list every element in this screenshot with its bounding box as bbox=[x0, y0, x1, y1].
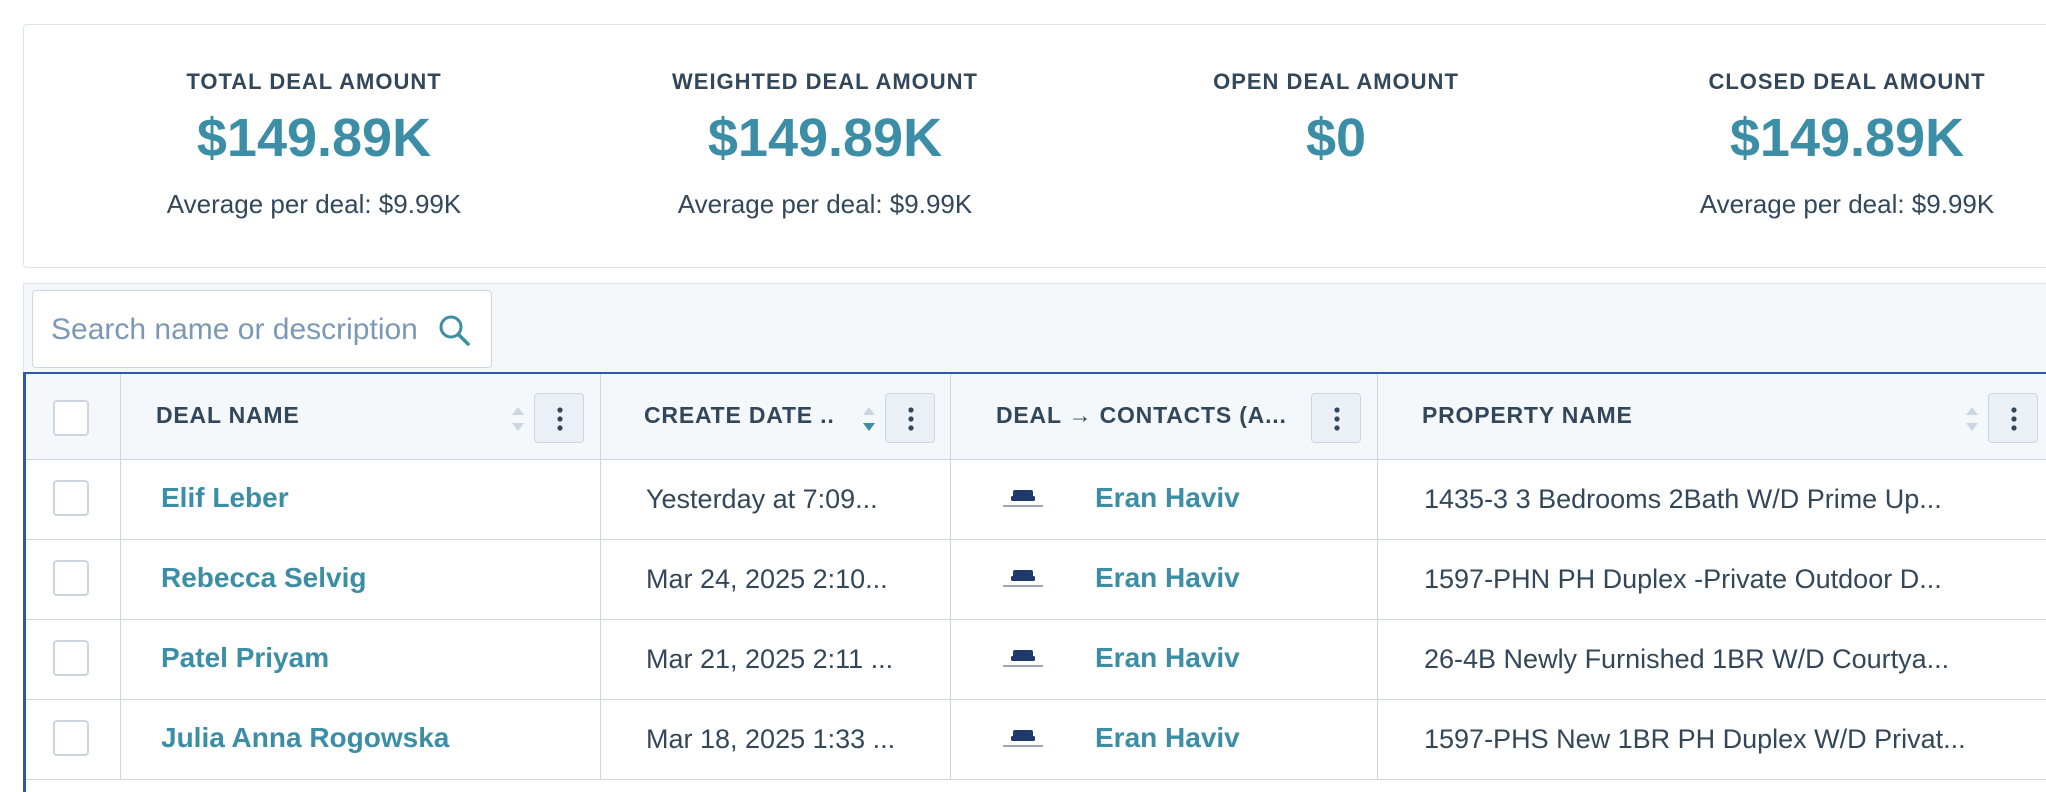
table-row[interactable]: Julia Anna Rogowska Mar 18, 2025 1:33 ..… bbox=[26, 700, 2046, 780]
header-property-name[interactable]: PROPERTY NAME bbox=[1378, 374, 2046, 459]
company-logo-icon bbox=[1003, 730, 1043, 747]
row-select-cell bbox=[26, 540, 121, 619]
create-date: Yesterday at 7:09... bbox=[646, 484, 878, 514]
row-checkbox[interactable] bbox=[53, 720, 89, 756]
column-label: DEAL → CONTACTS (A... bbox=[996, 402, 1287, 428]
property-name: 1597-PHN PH Duplex -Private Outdoor D... bbox=[1424, 564, 1942, 594]
column-menu-button[interactable] bbox=[1988, 393, 2038, 443]
property-name-cell: 26-4B Newly Furnished 1BR W/D Courtya... bbox=[1378, 620, 2046, 699]
vertical-dots-icon bbox=[2011, 407, 2017, 431]
column-label: DEAL NAME bbox=[156, 402, 300, 428]
deal-name-link[interactable]: Julia Anna Rogowska bbox=[161, 722, 450, 753]
deal-name-link[interactable]: Elif Leber bbox=[161, 482, 289, 513]
deals-table: DEAL NAME CREATE DATE ... DEAL → CON bbox=[23, 372, 2046, 792]
search-icon[interactable] bbox=[437, 313, 471, 347]
create-date: Mar 18, 2025 1:33 ... bbox=[646, 724, 896, 754]
metric-total-deal-amount: TOTAL DEAL AMOUNT $149.89K Average per d… bbox=[134, 25, 494, 269]
table-row[interactable]: Elif Leber Yesterday at 7:09... Eran Hav… bbox=[26, 460, 2046, 540]
metric-value: $0 bbox=[1305, 108, 1367, 168]
metric-label: OPEN DEAL AMOUNT bbox=[1213, 69, 1459, 94]
header-deal-name[interactable]: DEAL NAME bbox=[121, 374, 601, 459]
table-header-row: DEAL NAME CREATE DATE ... DEAL → CON bbox=[26, 372, 2046, 460]
row-checkbox[interactable] bbox=[53, 480, 89, 516]
search-input[interactable] bbox=[49, 291, 437, 369]
metric-value: $149.89K bbox=[196, 108, 432, 168]
column-menu-button[interactable] bbox=[1311, 393, 1361, 443]
contact-cell: Eran Haviv bbox=[951, 460, 1378, 539]
create-date-cell: Mar 18, 2025 1:33 ... bbox=[601, 700, 951, 779]
metric-open-deal-amount: OPEN DEAL AMOUNT $0 bbox=[1156, 25, 1516, 269]
company-logo-icon bbox=[1003, 490, 1043, 507]
header-select-cell bbox=[26, 374, 121, 459]
row-checkbox[interactable] bbox=[53, 560, 89, 596]
metric-closed-deal-amount: CLOSED DEAL AMOUNT $149.89K Average per … bbox=[1667, 25, 2027, 269]
table-row[interactable]: Patel Priyam Mar 21, 2025 2:11 ... Eran … bbox=[26, 620, 2046, 700]
property-name: 1435-3 3 Bedrooms 2Bath W/D Prime Up... bbox=[1424, 484, 1942, 514]
sort-icon[interactable] bbox=[1964, 404, 1980, 434]
row-select-cell bbox=[26, 460, 121, 539]
contact-cell: Eran Haviv bbox=[951, 700, 1378, 779]
property-name: 1597-PHS New 1BR PH Duplex W/D Privat... bbox=[1424, 724, 1966, 754]
contact-link[interactable]: Eran Haviv bbox=[1095, 562, 1240, 593]
create-date-cell: Yesterday at 7:09... bbox=[601, 460, 951, 539]
metric-label: WEIGHTED DEAL AMOUNT bbox=[672, 69, 978, 94]
deal-name-cell: Rebecca Selvig bbox=[121, 540, 601, 619]
row-select-cell bbox=[26, 700, 121, 779]
metric-average: Average per deal: $9.99K bbox=[677, 189, 973, 219]
metric-weighted-deal-amount: WEIGHTED DEAL AMOUNT $149.89K Average pe… bbox=[645, 25, 1005, 269]
header-create-date[interactable]: CREATE DATE ... bbox=[601, 374, 951, 459]
header-deal-contacts[interactable]: DEAL → CONTACTS (A... bbox=[951, 374, 1378, 459]
contact-cell: Eran Haviv bbox=[951, 540, 1378, 619]
company-logo-icon bbox=[1003, 650, 1043, 667]
create-date: Mar 21, 2025 2:11 ... bbox=[646, 644, 894, 674]
property-name-cell: 1597-PHS New 1BR PH Duplex W/D Privat... bbox=[1378, 700, 2046, 779]
contact-link[interactable]: Eran Haviv bbox=[1095, 722, 1240, 753]
metric-value: $149.89K bbox=[1729, 108, 1965, 168]
metric-label: TOTAL DEAL AMOUNT bbox=[186, 69, 442, 94]
select-all-checkbox[interactable] bbox=[53, 400, 89, 436]
deal-name-cell: Patel Priyam bbox=[121, 620, 601, 699]
column-label: PROPERTY NAME bbox=[1422, 402, 1633, 428]
sort-icon[interactable] bbox=[510, 404, 526, 434]
company-logo-icon bbox=[1003, 570, 1043, 587]
column-menu-button[interactable] bbox=[534, 393, 584, 443]
deal-name-link[interactable]: Rebecca Selvig bbox=[161, 562, 367, 593]
deal-name-link[interactable]: Patel Priyam bbox=[161, 642, 330, 673]
contact-cell: Eran Haviv bbox=[951, 620, 1378, 699]
column-menu-button[interactable] bbox=[885, 393, 935, 443]
vertical-dots-icon bbox=[1334, 407, 1340, 431]
deal-summary-card: TOTAL DEAL AMOUNT $149.89K Average per d… bbox=[23, 24, 2046, 268]
row-checkbox[interactable] bbox=[53, 640, 89, 676]
property-name-cell: 1597-PHN PH Duplex -Private Outdoor D... bbox=[1378, 540, 2046, 619]
metric-label: CLOSED DEAL AMOUNT bbox=[1708, 69, 1986, 94]
deal-name-cell: Elif Leber bbox=[121, 460, 601, 539]
deal-name-cell: Julia Anna Rogowska bbox=[121, 700, 601, 779]
vertical-dots-icon bbox=[557, 407, 563, 431]
create-date-cell: Mar 24, 2025 2:10... bbox=[601, 540, 951, 619]
metric-average: Average per deal: $9.99K bbox=[166, 189, 462, 219]
metric-value: $149.89K bbox=[707, 108, 943, 168]
vertical-dots-icon bbox=[908, 407, 914, 431]
metric-average: Average per deal: $9.99K bbox=[1699, 189, 1995, 219]
search-box[interactable] bbox=[32, 290, 492, 369]
sort-icon[interactable] bbox=[861, 404, 877, 434]
contact-link[interactable]: Eran Haviv bbox=[1095, 642, 1240, 673]
property-name-cell: 1435-3 3 Bedrooms 2Bath W/D Prime Up... bbox=[1378, 460, 2046, 539]
table-row[interactable]: Rebecca Selvig Mar 24, 2025 2:10... Eran… bbox=[26, 540, 2046, 620]
create-date-cell: Mar 21, 2025 2:11 ... bbox=[601, 620, 951, 699]
contact-link[interactable]: Eran Haviv bbox=[1095, 482, 1240, 513]
row-select-cell bbox=[26, 620, 121, 699]
column-label: CREATE DATE ... bbox=[644, 402, 834, 428]
property-name: 26-4B Newly Furnished 1BR W/D Courtya... bbox=[1424, 644, 1950, 674]
table-toolbar bbox=[23, 283, 2046, 373]
create-date: Mar 24, 2025 2:10... bbox=[646, 564, 888, 594]
